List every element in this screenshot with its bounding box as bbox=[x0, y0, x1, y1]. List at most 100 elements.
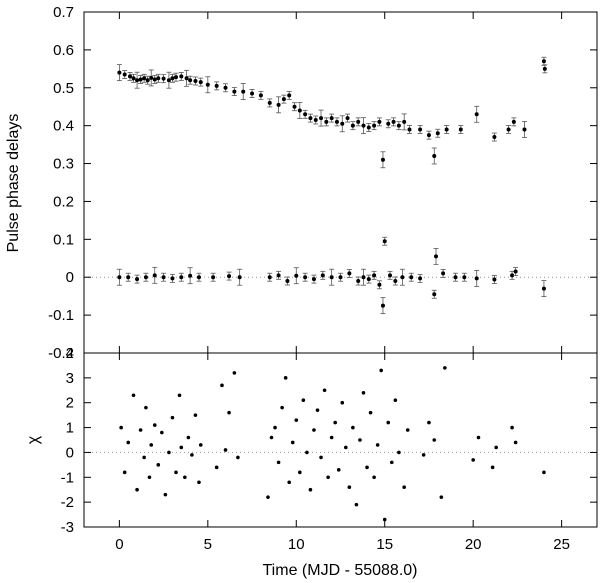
top-data-point-s0-63 bbox=[511, 119, 516, 124]
bottom-y-tick-label-5: 2 bbox=[66, 395, 74, 412]
bottom-data-point-s0-40 bbox=[298, 470, 302, 475]
top-data-point-s0-59 bbox=[458, 127, 463, 132]
top-data-point-s0-17 bbox=[188, 78, 193, 83]
top-data-point-s1-7 bbox=[179, 275, 184, 280]
top-data-point-s1-16 bbox=[294, 273, 299, 278]
x-tick-label-1: 5 bbox=[204, 536, 212, 553]
top-data-point-s0-19 bbox=[198, 80, 203, 85]
top-data-point-s1-5 bbox=[161, 275, 166, 280]
top-data-point-s0-22 bbox=[223, 85, 228, 90]
top-y-tick-label-7: 0.5 bbox=[53, 80, 74, 97]
bottom-y-tick-label-6: 3 bbox=[66, 370, 74, 387]
top-x-ticks bbox=[118, 12, 563, 353]
top-data-point-s0-38 bbox=[329, 116, 334, 121]
bottom-data-point-s0-48 bbox=[326, 475, 330, 480]
bottom-data-point-s0-11 bbox=[156, 463, 161, 467]
bottom-data-point-s0-30 bbox=[236, 455, 240, 460]
bottom-data-point-s0-38 bbox=[290, 440, 295, 445]
top-data-point-s0-53 bbox=[407, 127, 412, 132]
top-data-point-s0-43 bbox=[356, 119, 361, 124]
top-data-point-s1-26 bbox=[372, 273, 377, 278]
bottom-data-point-s0-2 bbox=[126, 440, 131, 445]
top-data-point-s1-29 bbox=[382, 239, 387, 244]
top-data-point-s0-14 bbox=[173, 75, 178, 80]
top-data-point-s1-2 bbox=[135, 277, 140, 282]
top-data-point-s1-28 bbox=[380, 303, 385, 308]
bottom-data-point-s0-15 bbox=[170, 415, 175, 420]
bottom-data-point-s0-1 bbox=[122, 470, 127, 475]
top-data-point-s1-38 bbox=[453, 275, 458, 280]
top-data-point-s1-37 bbox=[441, 271, 446, 276]
x-tick-label-5: 25 bbox=[553, 536, 570, 553]
top-data-point-s1-34 bbox=[418, 276, 423, 281]
bottom-data-point-s0-77 bbox=[476, 435, 481, 440]
top-data-point-s1-15 bbox=[285, 279, 290, 284]
top-data-point-s1-21 bbox=[338, 275, 343, 280]
top-data-point-s1-12 bbox=[237, 275, 242, 280]
bottom-data-point-s0-18 bbox=[179, 445, 184, 450]
bottom-data-point-s0-36 bbox=[283, 376, 288, 380]
top-data-point-s0-45 bbox=[366, 125, 371, 130]
top-data-point-s0-23 bbox=[232, 89, 237, 94]
bottom-data-point-s0-74 bbox=[439, 495, 444, 499]
x-tick-label-3: 15 bbox=[376, 536, 393, 553]
bottom-data-point-s0-66 bbox=[390, 460, 394, 465]
top-data-point-s1-43 bbox=[513, 269, 518, 274]
bottom-data-point-s0-32 bbox=[269, 435, 274, 440]
bottom-data-point-s0-33 bbox=[273, 425, 277, 430]
top-data-point-s0-49 bbox=[386, 121, 391, 126]
bottom-data-point-s0-73 bbox=[432, 438, 437, 442]
bottom-data-point-s0-63 bbox=[379, 368, 383, 373]
bottom-data-point-s0-26 bbox=[220, 383, 224, 388]
top-data-point-s0-25 bbox=[250, 91, 255, 96]
bottom-data-point-s0-70 bbox=[405, 428, 410, 432]
bottom-data-point-s0-17 bbox=[177, 393, 182, 398]
top-data-point-s0-51 bbox=[396, 123, 401, 128]
x-tick-label-4: 20 bbox=[465, 536, 482, 553]
bottom-data-point-s0-34 bbox=[276, 460, 281, 465]
bottom-data-point-s0-76 bbox=[471, 458, 475, 462]
bottom-y-tick-label-2: -1 bbox=[61, 469, 74, 486]
bottom-data-point-s0-29 bbox=[232, 371, 237, 375]
top-data-point-s0-1 bbox=[122, 72, 127, 77]
bottom-data-point-s0-64 bbox=[382, 517, 387, 522]
bottom-data-point-s0-24 bbox=[198, 443, 203, 447]
top-plot-frame bbox=[83, 11, 598, 354]
top-data-point-s0-21 bbox=[214, 83, 219, 88]
top-data-point-s1-42 bbox=[510, 273, 515, 278]
top-data-point-s0-65 bbox=[541, 59, 546, 64]
bottom-data-point-s0-79 bbox=[494, 445, 498, 450]
bottom-data-point-s0-5 bbox=[138, 428, 143, 432]
top-y-axis-title: Pulse phase delays bbox=[5, 114, 22, 253]
bottom-data-point-s0-27 bbox=[223, 448, 228, 452]
top-data-point-s0-41 bbox=[345, 116, 350, 121]
bottom-data-point-s0-12 bbox=[160, 430, 164, 435]
top-y-tick-label-3: 0.1 bbox=[53, 231, 74, 248]
bottom-data-point-s0-39 bbox=[294, 418, 299, 422]
top-data-point-s1-19 bbox=[320, 273, 325, 278]
bottom-data-point-s0-20 bbox=[186, 435, 191, 440]
bottom-data-point-s0-31 bbox=[266, 495, 270, 499]
top-y-tick-label-8: 0.6 bbox=[53, 42, 74, 59]
top-data-point-s0-54 bbox=[418, 127, 423, 132]
top-data-point-s0-16 bbox=[184, 76, 189, 81]
bottom-data-point-s0-58 bbox=[361, 390, 366, 395]
bottom-data-point-s0-47 bbox=[322, 388, 327, 393]
bottom-data-point-s0-8 bbox=[147, 475, 152, 480]
bottom-data-point-s0-68 bbox=[397, 450, 401, 455]
bottom-y-tick-label-0: -3 bbox=[61, 519, 74, 536]
bottom-data-point-s0-7 bbox=[144, 405, 148, 410]
top-data-point-s0-64 bbox=[522, 127, 527, 132]
bottom-data-point-s0-23 bbox=[197, 480, 201, 485]
top-data-point-s1-10 bbox=[211, 275, 216, 280]
top-data-point-s1-20 bbox=[329, 275, 334, 280]
top-data-point-s0-11 bbox=[161, 76, 166, 81]
top-data-point-s0-2 bbox=[127, 74, 132, 79]
top-data-point-s0-9 bbox=[152, 77, 157, 82]
top-y-tick-label-1: -0.1 bbox=[48, 307, 74, 324]
top-data-point-s1-18 bbox=[311, 277, 316, 282]
top-data-point-s0-55 bbox=[426, 133, 431, 138]
bottom-data-point-s0-53 bbox=[344, 445, 348, 450]
bottom-data-point-s0-9 bbox=[149, 443, 154, 447]
top-data-point-s0-4 bbox=[135, 78, 140, 83]
